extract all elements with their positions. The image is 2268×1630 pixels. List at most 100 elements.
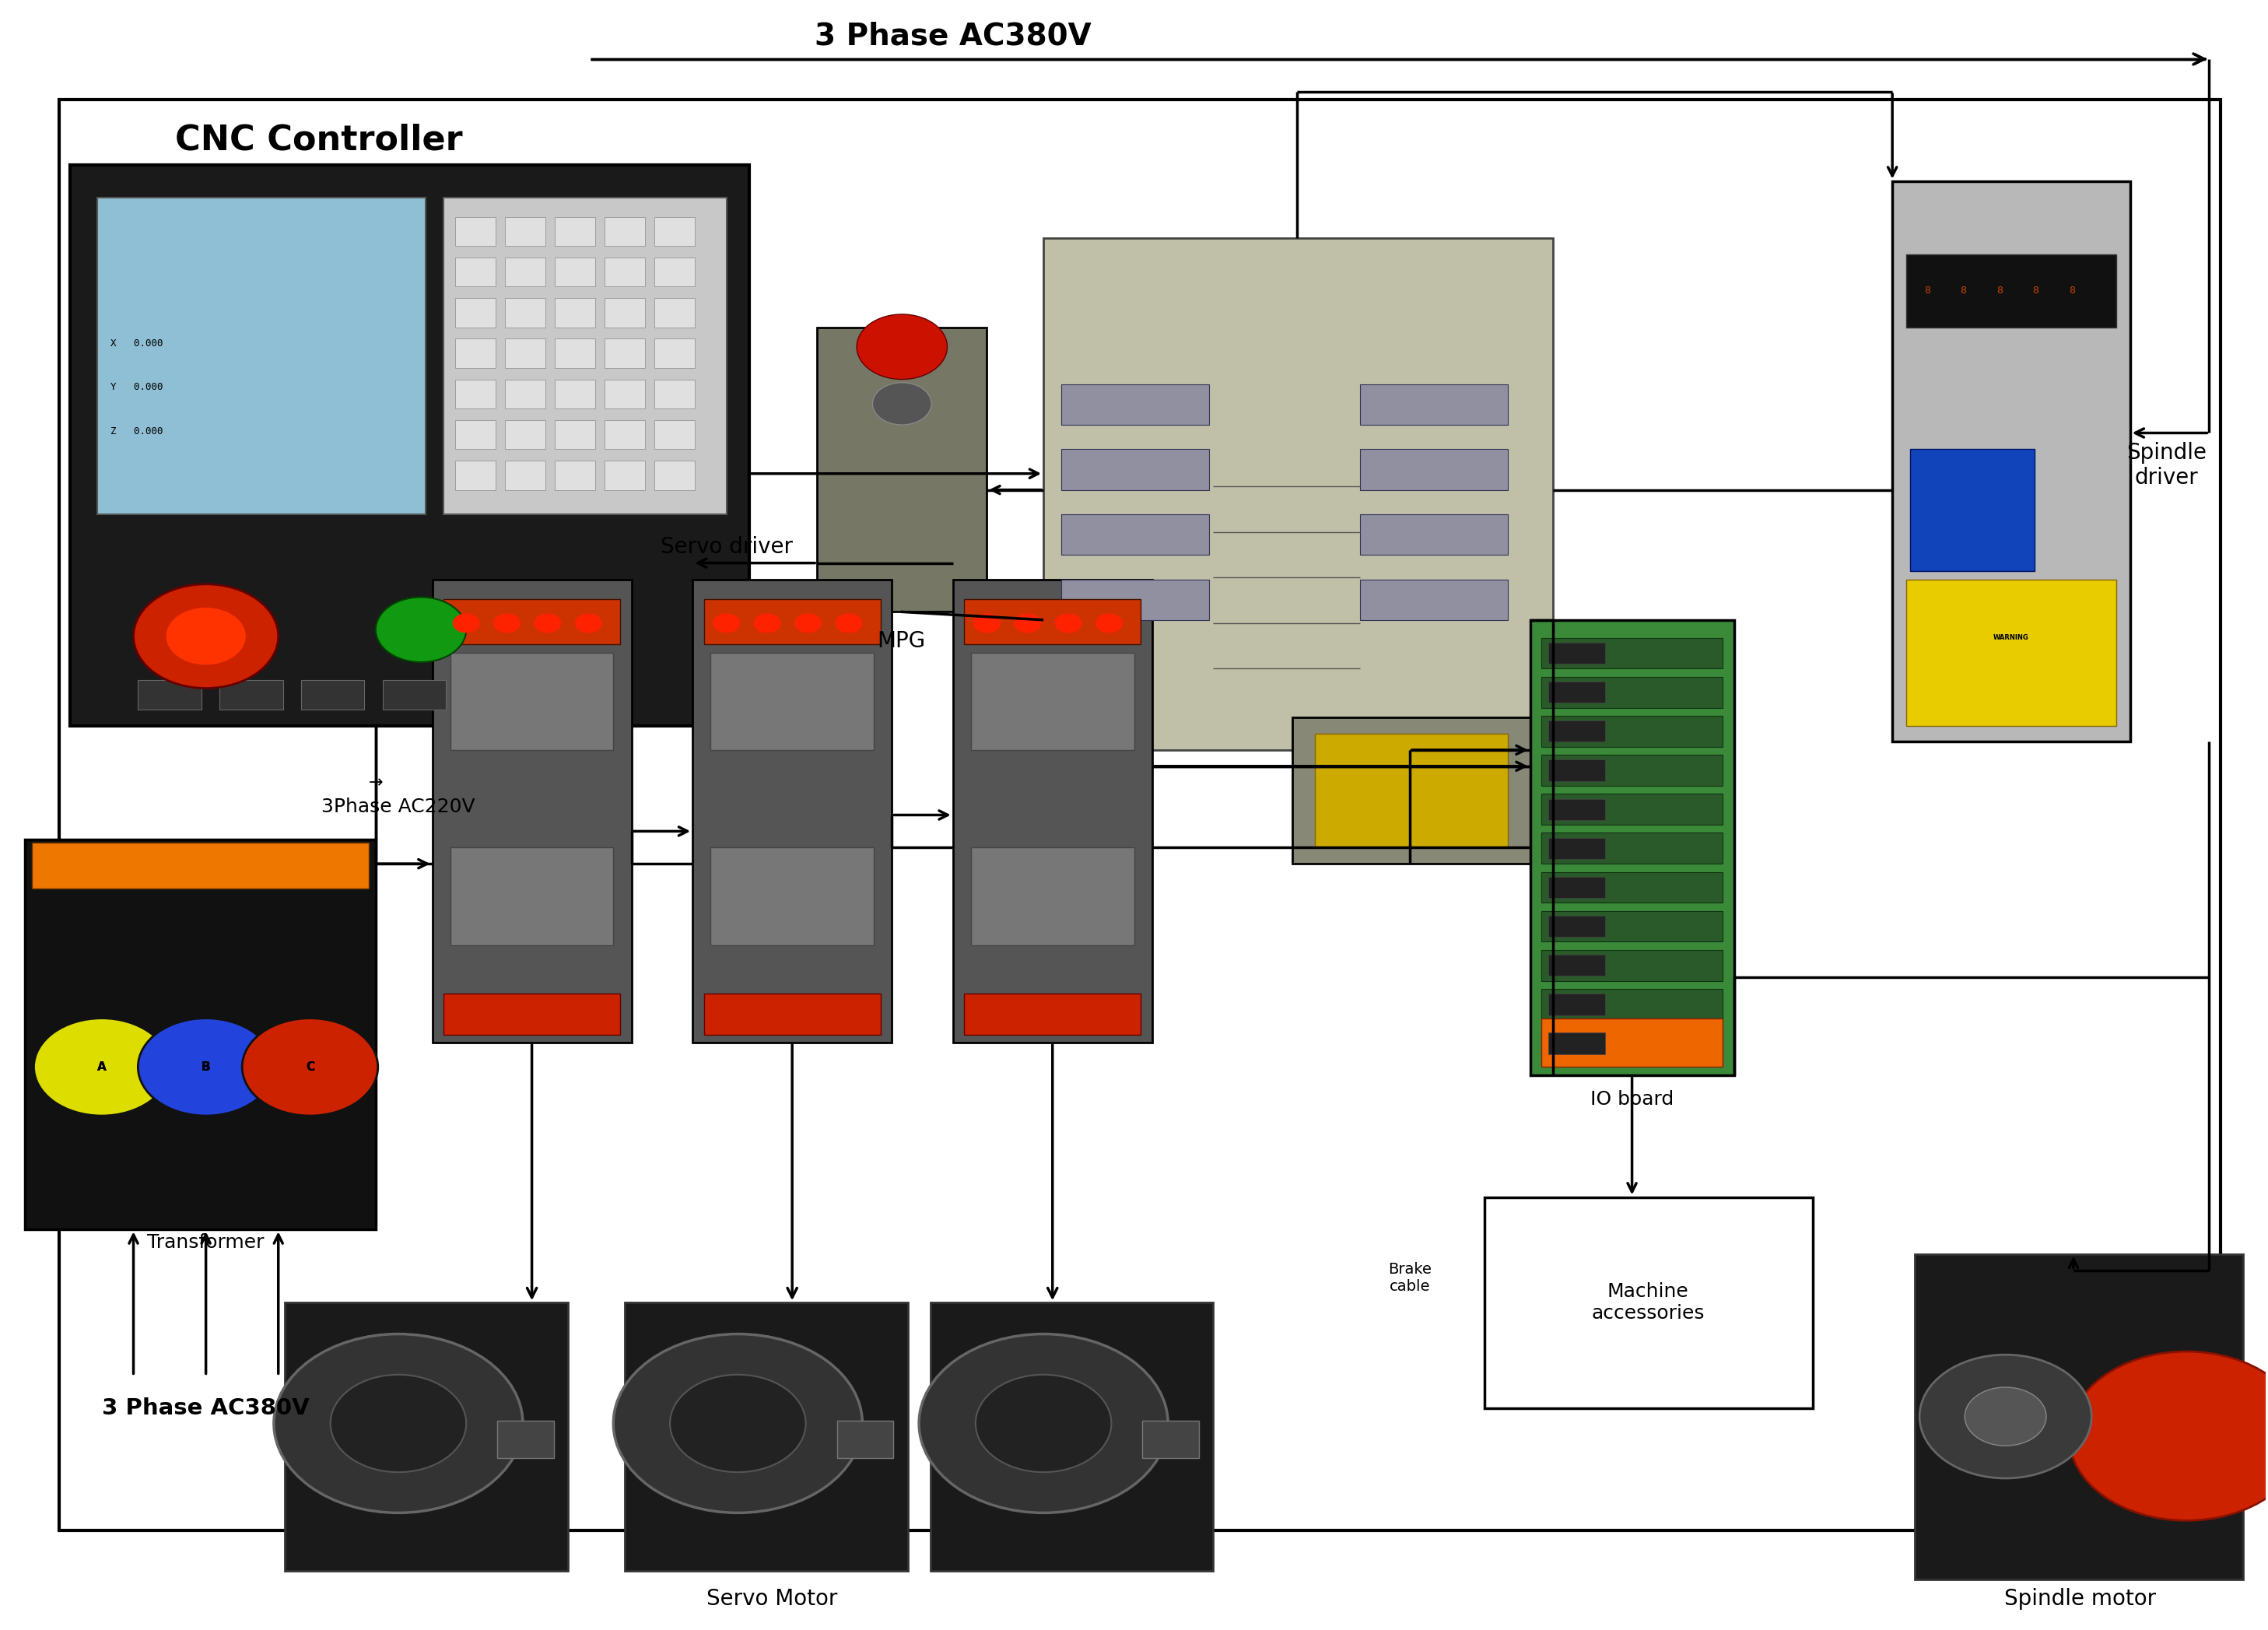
FancyBboxPatch shape [692,579,891,1043]
Text: B: B [202,1061,211,1073]
Text: 8: 8 [2032,285,2039,295]
FancyBboxPatch shape [1549,720,1606,742]
Text: WARNING: WARNING [1994,634,2030,641]
FancyBboxPatch shape [553,380,594,409]
FancyBboxPatch shape [624,1302,907,1571]
Circle shape [454,613,481,632]
Text: Servo driver: Servo driver [660,536,794,557]
FancyBboxPatch shape [1549,877,1606,898]
FancyBboxPatch shape [1143,1421,1200,1459]
FancyBboxPatch shape [1043,238,1554,750]
FancyBboxPatch shape [603,461,644,491]
FancyBboxPatch shape [930,1302,1213,1571]
FancyBboxPatch shape [286,1302,567,1571]
FancyBboxPatch shape [1549,994,1606,1015]
FancyBboxPatch shape [1905,254,2116,328]
Circle shape [574,613,601,632]
FancyBboxPatch shape [506,380,544,409]
FancyBboxPatch shape [1542,676,1724,707]
Circle shape [134,584,279,688]
FancyBboxPatch shape [1542,950,1724,981]
FancyBboxPatch shape [1542,637,1724,668]
FancyBboxPatch shape [1914,1253,2243,1579]
FancyBboxPatch shape [445,197,726,513]
Text: A: A [98,1061,107,1073]
FancyBboxPatch shape [1542,794,1724,825]
FancyBboxPatch shape [710,848,873,945]
FancyBboxPatch shape [445,598,619,644]
FancyBboxPatch shape [1542,833,1724,864]
FancyBboxPatch shape [1549,916,1606,937]
FancyBboxPatch shape [1549,838,1606,859]
FancyBboxPatch shape [553,339,594,368]
FancyBboxPatch shape [59,99,2220,1531]
Text: →: → [370,774,383,791]
FancyBboxPatch shape [1531,619,1733,1076]
FancyBboxPatch shape [456,461,497,491]
Text: Servo Motor: Servo Motor [705,1588,837,1609]
FancyBboxPatch shape [1061,450,1209,491]
Text: X   0.000: X 0.000 [111,339,163,349]
Circle shape [274,1333,524,1513]
Text: MPG: MPG [878,631,925,652]
FancyBboxPatch shape [964,994,1141,1035]
FancyBboxPatch shape [971,848,1134,945]
FancyBboxPatch shape [703,598,880,644]
FancyBboxPatch shape [1549,799,1606,820]
FancyBboxPatch shape [456,421,497,450]
FancyBboxPatch shape [653,421,694,450]
FancyBboxPatch shape [1542,755,1724,786]
Text: Transformer: Transformer [147,1234,265,1252]
FancyBboxPatch shape [1061,385,1209,425]
FancyBboxPatch shape [544,680,608,709]
FancyBboxPatch shape [456,380,497,409]
FancyBboxPatch shape [1293,717,1531,864]
FancyBboxPatch shape [1549,760,1606,781]
Circle shape [34,1019,170,1117]
FancyBboxPatch shape [1549,642,1606,663]
FancyBboxPatch shape [653,339,694,368]
FancyBboxPatch shape [553,217,594,246]
FancyBboxPatch shape [703,994,880,1035]
FancyBboxPatch shape [433,579,631,1043]
Text: Spindle motor: Spindle motor [2005,1588,2157,1609]
FancyBboxPatch shape [603,339,644,368]
Text: 3Phase AC220V: 3Phase AC220V [322,797,476,817]
Circle shape [973,613,1000,632]
Circle shape [494,613,522,632]
Circle shape [794,613,821,632]
Text: 3 Phase AC380V: 3 Phase AC380V [102,1397,311,1420]
FancyBboxPatch shape [506,217,544,246]
FancyBboxPatch shape [383,680,447,709]
Circle shape [753,613,780,632]
FancyBboxPatch shape [506,258,544,287]
Text: Y   0.000: Y 0.000 [111,383,163,393]
FancyBboxPatch shape [506,298,544,328]
FancyBboxPatch shape [1361,579,1508,619]
FancyBboxPatch shape [1542,1029,1724,1060]
FancyBboxPatch shape [1361,450,1508,491]
FancyBboxPatch shape [456,217,497,246]
FancyBboxPatch shape [506,421,544,450]
FancyBboxPatch shape [553,298,594,328]
FancyBboxPatch shape [653,461,694,491]
Circle shape [376,597,467,662]
FancyBboxPatch shape [603,258,644,287]
FancyBboxPatch shape [653,380,694,409]
FancyBboxPatch shape [653,298,694,328]
FancyBboxPatch shape [1910,450,2034,570]
FancyBboxPatch shape [1542,1019,1724,1068]
Text: B: B [202,1061,211,1073]
FancyBboxPatch shape [451,652,612,750]
Text: C: C [306,1061,315,1073]
FancyBboxPatch shape [953,579,1152,1043]
Text: Machine
accessories: Machine accessories [1592,1283,1706,1324]
Circle shape [1919,1355,2091,1478]
Circle shape [2068,1351,2268,1521]
Text: Z   0.000: Z 0.000 [111,427,163,437]
Circle shape [1095,613,1123,632]
FancyBboxPatch shape [1892,181,2130,742]
FancyBboxPatch shape [603,421,644,450]
Circle shape [712,613,739,632]
FancyBboxPatch shape [603,217,644,246]
